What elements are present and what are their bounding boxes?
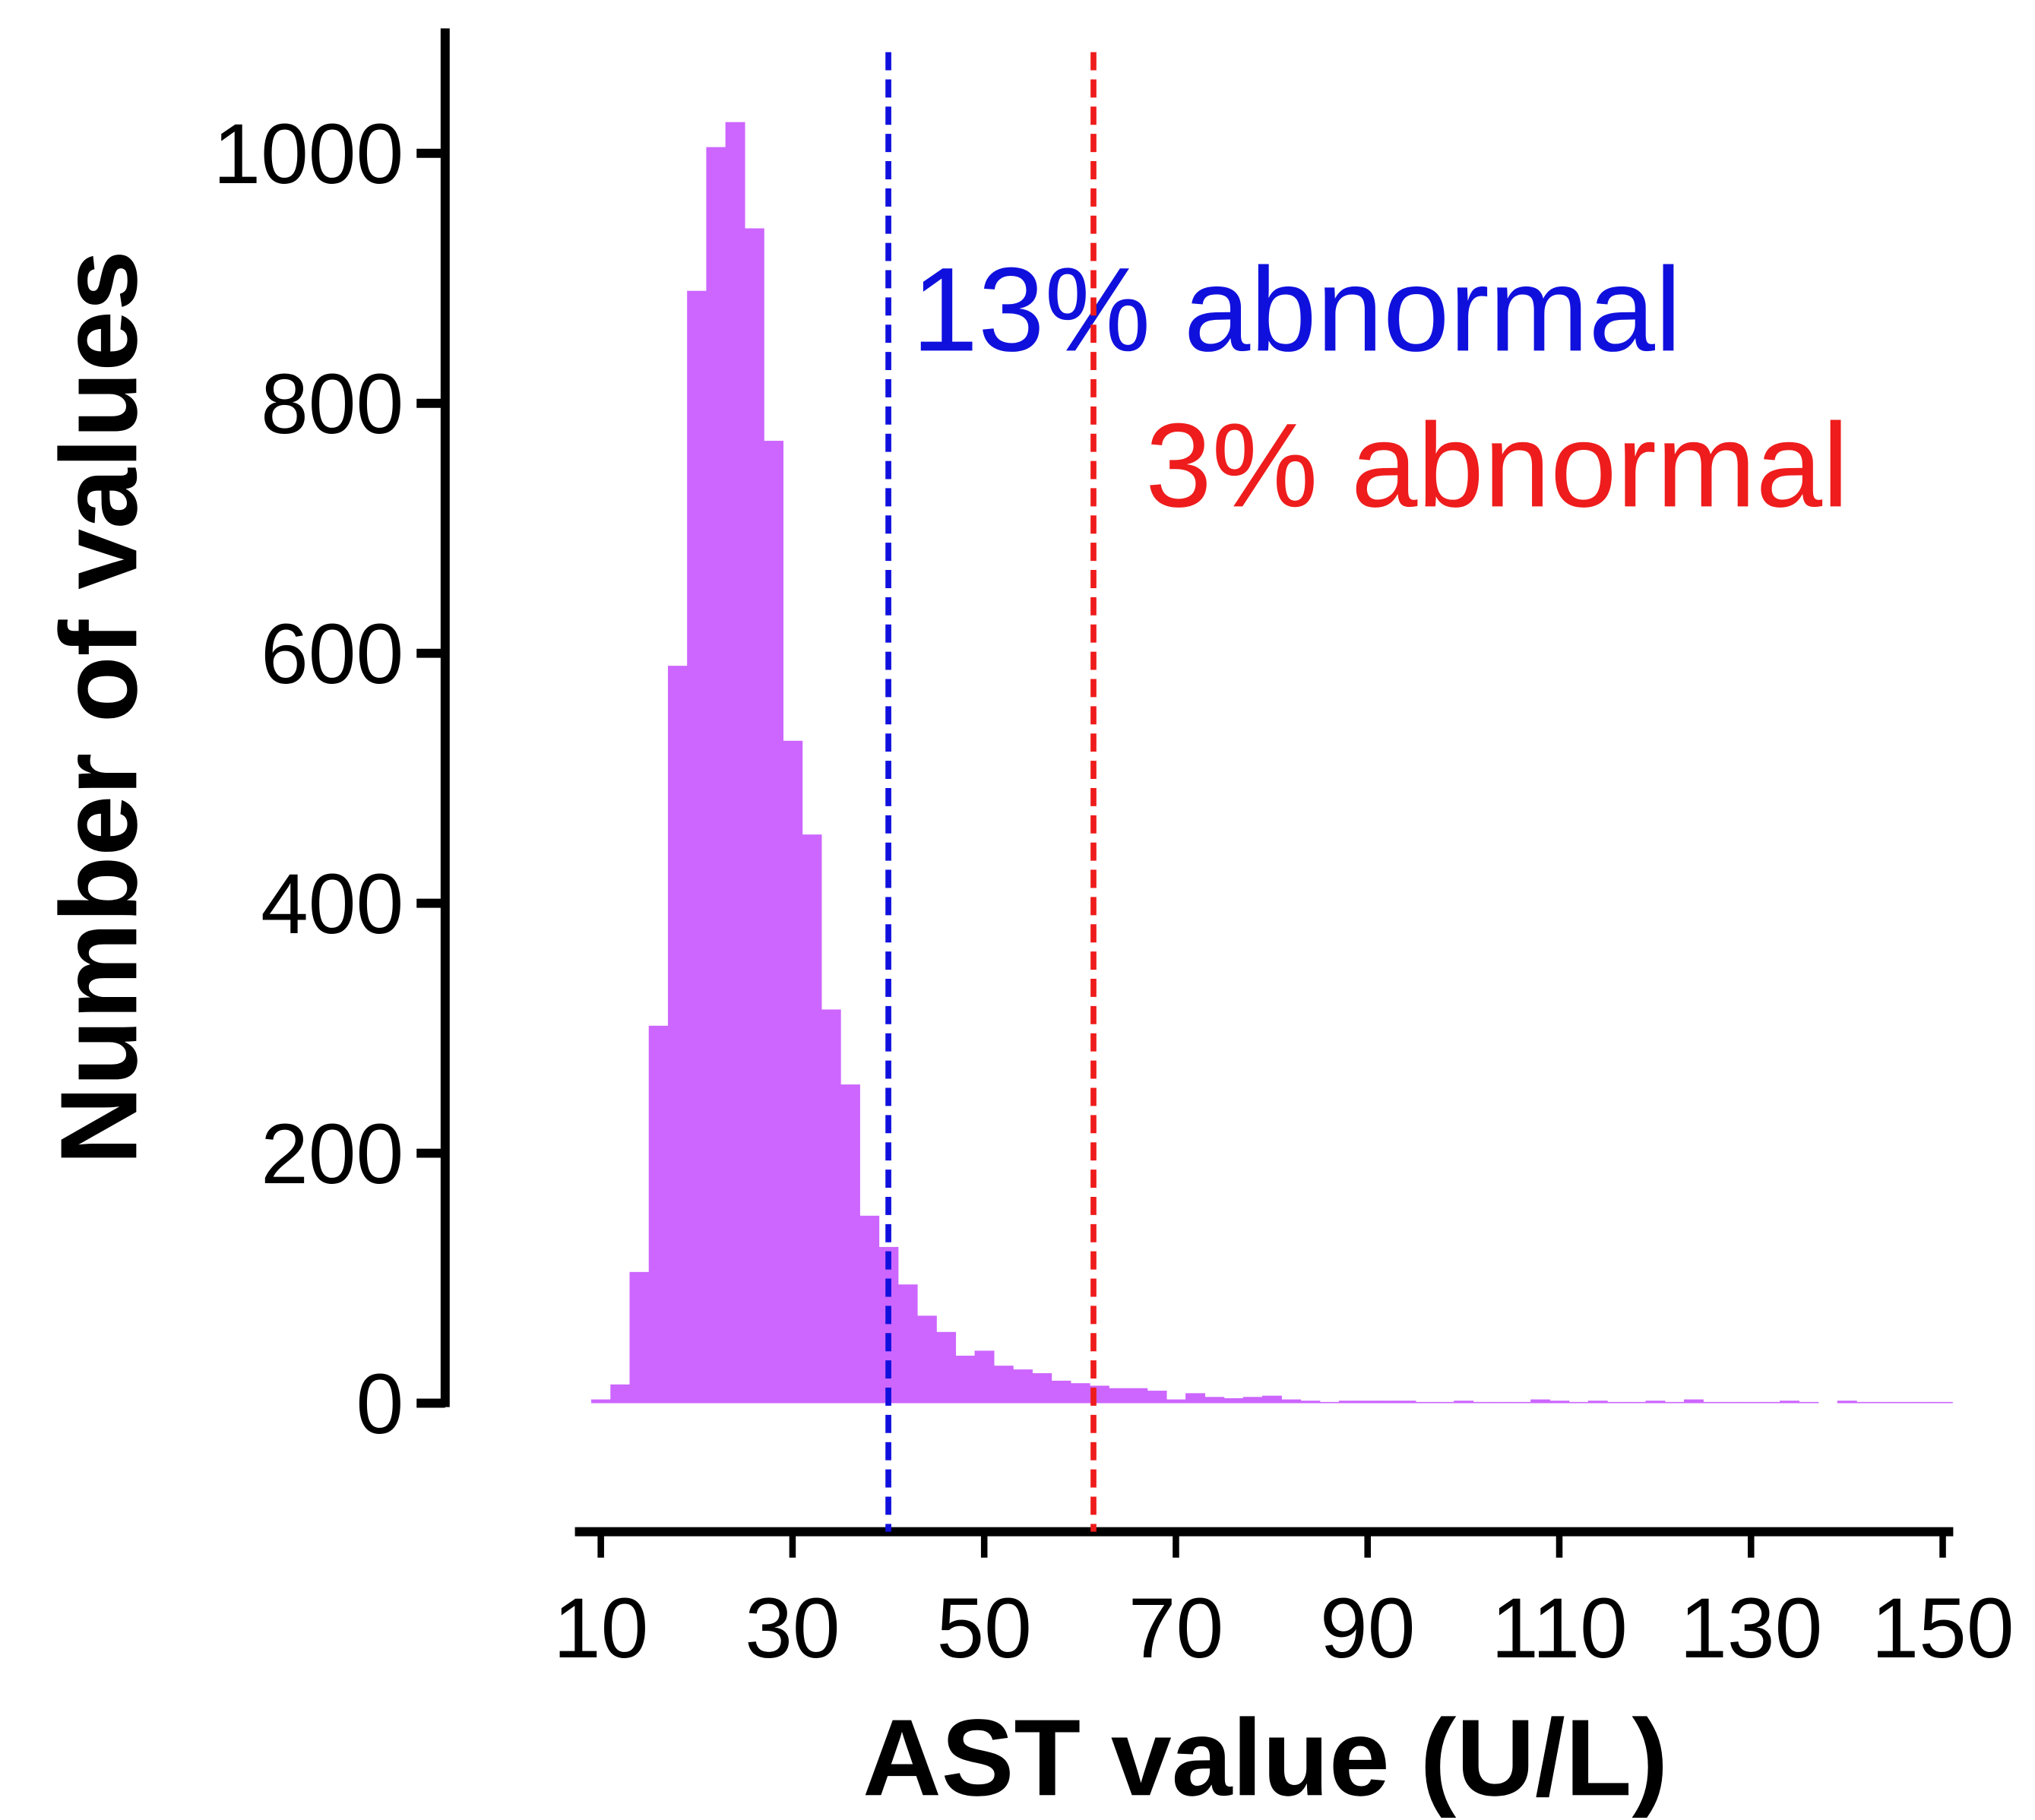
bar	[1530, 1399, 1551, 1404]
annotation: 3% abnormal	[1145, 399, 1849, 532]
bar	[1281, 1399, 1302, 1404]
y-tick-label: 1000	[213, 106, 404, 201]
bar	[1147, 1391, 1167, 1404]
bar	[974, 1350, 995, 1404]
annotation: 13% abnormal	[912, 243, 1682, 376]
bar	[1013, 1369, 1033, 1404]
bar	[1607, 1401, 1627, 1404]
bar	[1051, 1380, 1071, 1404]
y-tick-label: 600	[261, 606, 404, 701]
bar	[687, 290, 707, 1404]
x-tick-label: 150	[1871, 1580, 2014, 1676]
bar	[1261, 1395, 1282, 1404]
bar	[1932, 1401, 1953, 1404]
bar	[802, 834, 822, 1404]
bar	[783, 740, 803, 1404]
y-tick-label: 200	[261, 1106, 404, 1201]
bar	[1473, 1401, 1493, 1404]
bar	[1837, 1401, 1857, 1404]
bar	[1913, 1401, 1934, 1404]
bar	[1300, 1401, 1321, 1404]
bar	[1435, 1401, 1454, 1404]
x-tick-label: 70	[1128, 1580, 1223, 1676]
bar	[1799, 1401, 1819, 1404]
x-tick-label: 110	[1491, 1580, 1628, 1676]
bar	[1664, 1401, 1685, 1404]
x-tick-label: 50	[936, 1580, 1031, 1676]
bar	[1319, 1401, 1340, 1404]
bar	[840, 1084, 860, 1404]
bar	[1722, 1401, 1742, 1404]
bar	[1875, 1401, 1896, 1404]
bar	[1396, 1401, 1416, 1404]
bar	[1185, 1393, 1205, 1404]
bar	[916, 1315, 937, 1404]
bar	[744, 228, 764, 1404]
x-axis-title: AST value (U/L)	[862, 1697, 1668, 1818]
x-tick-label: 130	[1679, 1580, 1822, 1676]
bar	[1128, 1388, 1148, 1404]
bar	[993, 1366, 1014, 1404]
bar	[1894, 1401, 1915, 1404]
bar	[1741, 1401, 1761, 1404]
bar	[591, 1399, 611, 1404]
bar	[1780, 1401, 1800, 1404]
bar	[648, 1025, 669, 1404]
bar	[706, 147, 726, 1404]
bar	[1549, 1401, 1570, 1404]
bar	[1703, 1401, 1723, 1404]
bar	[1587, 1401, 1608, 1404]
bar	[725, 122, 745, 1404]
bar	[878, 1246, 899, 1404]
bar	[1683, 1399, 1704, 1404]
y-tick-label: 800	[261, 356, 404, 451]
bar	[1568, 1401, 1589, 1404]
bar	[1377, 1401, 1397, 1404]
bar	[1645, 1401, 1666, 1404]
bar	[1338, 1401, 1359, 1404]
bar	[1492, 1401, 1512, 1404]
bar	[1358, 1401, 1378, 1404]
bar	[1166, 1399, 1186, 1404]
bar	[1856, 1401, 1876, 1404]
bar	[1415, 1401, 1435, 1404]
bar	[667, 666, 688, 1404]
x-tick-label: 30	[745, 1580, 840, 1676]
bar	[1070, 1383, 1090, 1404]
bar	[1454, 1401, 1474, 1404]
bar	[610, 1384, 631, 1404]
bar	[1109, 1388, 1129, 1404]
bar	[897, 1284, 918, 1404]
bar	[1032, 1373, 1052, 1404]
y-tick-label: 0	[356, 1356, 404, 1451]
y-tick-label: 400	[261, 856, 404, 951]
x-tick-label: 10	[553, 1580, 648, 1676]
bar	[1626, 1401, 1647, 1404]
bar	[1511, 1401, 1531, 1404]
bar	[1760, 1401, 1780, 1404]
bar	[1223, 1397, 1244, 1404]
y-axis-title: Number of values	[38, 250, 160, 1165]
x-tick-label: 90	[1320, 1580, 1415, 1676]
bar	[936, 1331, 957, 1404]
bar	[821, 1009, 841, 1404]
bar	[1204, 1397, 1225, 1404]
bar	[1242, 1397, 1263, 1404]
bar	[764, 441, 783, 1404]
bar	[859, 1215, 880, 1404]
bar	[955, 1356, 976, 1404]
bar	[629, 1271, 650, 1404]
